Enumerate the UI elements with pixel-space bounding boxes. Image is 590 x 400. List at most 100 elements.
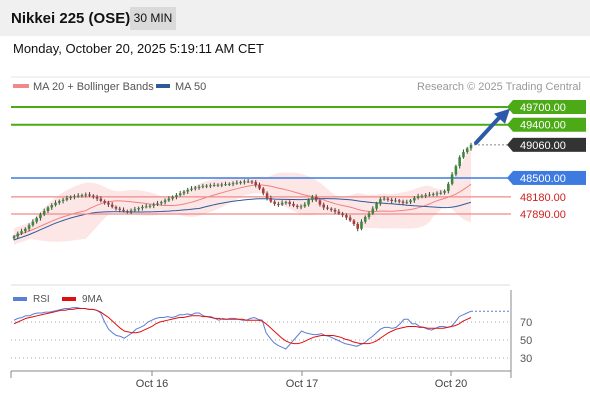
candle-body	[269, 198, 273, 202]
candle-body	[216, 184, 220, 186]
candle-body	[220, 184, 224, 186]
top-bar: Nikkei 225 (OSE) 30 MIN	[0, 0, 590, 36]
ma50-legend-swatch	[156, 84, 170, 88]
candle-body	[231, 183, 235, 185]
ma20-line	[13, 183, 472, 237]
level-box-arrow-49060.00	[507, 137, 513, 152]
candle-body	[258, 185, 261, 189]
ma9-legend-label: 9MA	[82, 294, 103, 305]
candle-body	[46, 207, 50, 212]
candle-body	[114, 206, 118, 209]
rsi-tick-label-50: 50	[520, 335, 532, 347]
ma9-legend-swatch	[62, 297, 76, 301]
candle-body	[413, 198, 416, 201]
candle-body	[65, 198, 69, 200]
candle-body	[273, 201, 276, 204]
rsi-tick-label-70: 70	[520, 317, 532, 329]
chart-datetime: Monday, October 20, 2025 5:19:11 AM CET	[13, 41, 264, 56]
level-label-49700.00: 49700.00	[520, 102, 566, 114]
candle-body	[76, 195, 80, 197]
axis-layer: Oct 16 Oct 17 Oct 20	[136, 371, 467, 390]
candle-body	[292, 203, 295, 206]
candle-body	[424, 195, 427, 197]
candle-body	[122, 209, 125, 212]
level-label-48180.00: 48180.00	[520, 192, 566, 204]
candle-body	[27, 225, 31, 229]
candle-body	[367, 213, 371, 217]
candle-body	[31, 221, 35, 226]
candle-body	[224, 184, 227, 186]
candle-body	[322, 204, 326, 208]
candle-body	[209, 185, 212, 187]
candle-body	[129, 210, 133, 212]
candle-body	[401, 201, 405, 203]
candle-body	[24, 228, 27, 232]
candle-body	[341, 213, 344, 216]
candle-body	[99, 198, 103, 201]
candle-body	[227, 183, 231, 185]
projection-arrow-shaft	[474, 113, 503, 145]
candle-body	[201, 186, 205, 188]
candle-body	[394, 200, 397, 202]
candle-body	[80, 195, 84, 197]
candle-body	[250, 181, 254, 183]
candle-body	[58, 200, 61, 203]
candle-body	[167, 198, 171, 201]
candle-body	[35, 218, 38, 222]
candle-body	[141, 206, 144, 209]
level-box-48500.00	[513, 170, 586, 185]
candle-body	[133, 209, 137, 211]
level-box-arrow-49400.00	[507, 117, 513, 132]
level-label-49060.00: 49060.00	[520, 140, 566, 152]
candle-body	[420, 195, 424, 197]
candle-body	[318, 200, 322, 205]
ma9-line	[13, 308, 472, 345]
candle-body	[465, 148, 469, 152]
candle-body	[148, 205, 152, 207]
candle-body	[307, 199, 310, 205]
candle-body	[447, 183, 450, 191]
candle-body	[182, 191, 186, 194]
candle-body	[39, 214, 42, 219]
candle-body	[61, 199, 65, 201]
candle-body	[163, 200, 167, 203]
candle-body	[107, 202, 110, 205]
ma20-legend-label: MA 20 + Bollinger Bands	[33, 81, 154, 93]
candle-body	[171, 196, 174, 199]
bollinger-band	[14, 146, 471, 245]
candle-body	[326, 207, 329, 209]
candle-body	[337, 211, 341, 214]
candle-body	[50, 205, 54, 208]
projection-arrow-head	[494, 108, 510, 124]
rsi-tick-label-30: 30	[520, 353, 532, 365]
x-tick-label-1: Oct 17	[286, 378, 318, 390]
instrument-title: Nikkei 225 (OSE)	[11, 10, 131, 27]
candle-body	[239, 182, 242, 184]
candle-body	[246, 181, 250, 183]
level-box-49700.00	[513, 100, 586, 114]
candle-body	[295, 205, 299, 207]
candle-body	[197, 186, 201, 188]
candle-body	[95, 196, 99, 199]
level-label-49400.00: 49400.00	[520, 120, 566, 132]
candle-body	[284, 202, 288, 204]
candle-body	[277, 203, 280, 205]
candle-body	[345, 215, 348, 218]
level-label-48500.00: 48500.00	[520, 173, 566, 185]
candle-body	[469, 144, 473, 149]
timeframe-button[interactable]: 30 MIN	[130, 7, 176, 30]
ma20-legend-swatch	[13, 84, 29, 88]
candle-body	[379, 199, 382, 204]
candle-body	[103, 200, 106, 203]
x-tick-label-0: Oct 16	[136, 378, 168, 390]
candle-body	[397, 200, 401, 202]
candle-body	[371, 208, 375, 214]
candle-body	[156, 203, 159, 205]
candle-body	[235, 182, 239, 184]
candle-body	[265, 193, 269, 199]
candle-body	[431, 193, 435, 195]
candle-body	[382, 198, 386, 200]
candle-body	[159, 202, 163, 204]
candle-body	[110, 204, 114, 207]
